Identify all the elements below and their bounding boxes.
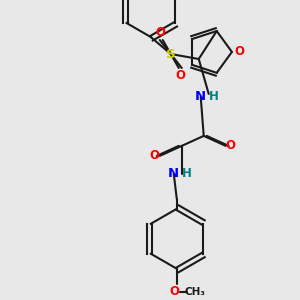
Text: H: H (182, 167, 192, 180)
Text: O: O (150, 149, 160, 162)
Text: CH₃: CH₃ (184, 287, 205, 297)
Text: O: O (156, 26, 166, 38)
Text: H: H (209, 90, 219, 104)
Text: O: O (170, 285, 180, 298)
Text: N: N (195, 90, 206, 104)
Text: O: O (226, 140, 236, 152)
Text: O: O (176, 70, 186, 83)
Text: N: N (168, 167, 179, 180)
Text: O: O (234, 45, 244, 58)
Text: S: S (166, 47, 175, 61)
